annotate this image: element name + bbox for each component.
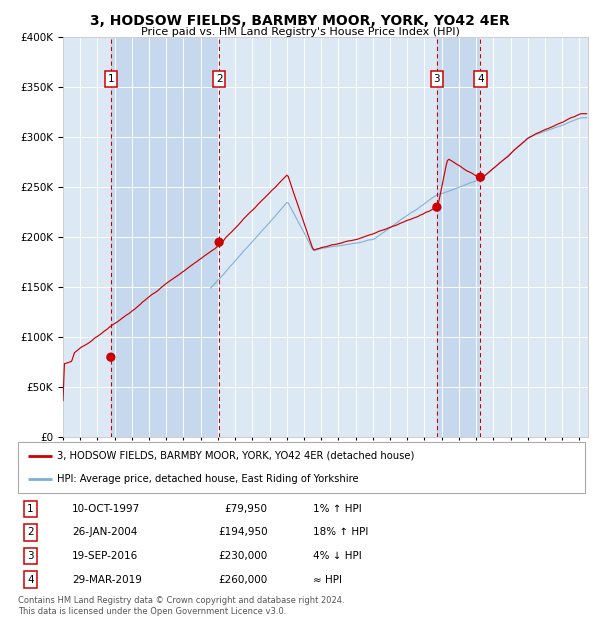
Bar <box>437 37 481 437</box>
Text: 4: 4 <box>27 575 34 585</box>
Point <box>214 237 224 247</box>
Bar <box>63 37 111 437</box>
Text: 4: 4 <box>477 74 484 84</box>
Point <box>432 202 442 212</box>
Text: 2: 2 <box>216 74 223 84</box>
Text: 10-OCT-1997: 10-OCT-1997 <box>72 504 140 514</box>
Text: 1: 1 <box>27 504 34 514</box>
Text: 1: 1 <box>107 74 114 84</box>
Text: Contains HM Land Registry data © Crown copyright and database right 2024.
This d: Contains HM Land Registry data © Crown c… <box>18 596 344 616</box>
Point <box>106 352 116 362</box>
Text: £230,000: £230,000 <box>218 551 268 561</box>
Text: 3, HODSOW FIELDS, BARMBY MOOR, YORK, YO42 4ER (detached house): 3, HODSOW FIELDS, BARMBY MOOR, YORK, YO4… <box>56 451 414 461</box>
Bar <box>111 37 219 437</box>
Text: 18% ↑ HPI: 18% ↑ HPI <box>313 528 368 538</box>
Bar <box>481 37 588 437</box>
Text: Price paid vs. HM Land Registry's House Price Index (HPI): Price paid vs. HM Land Registry's House … <box>140 27 460 37</box>
Text: £260,000: £260,000 <box>218 575 268 585</box>
Text: £79,950: £79,950 <box>224 504 268 514</box>
Text: 3: 3 <box>434 74 440 84</box>
Text: 2: 2 <box>27 528 34 538</box>
Bar <box>219 37 437 437</box>
Text: 4% ↓ HPI: 4% ↓ HPI <box>313 551 362 561</box>
Text: HPI: Average price, detached house, East Riding of Yorkshire: HPI: Average price, detached house, East… <box>56 474 358 484</box>
Point <box>476 172 485 182</box>
Text: 19-SEP-2016: 19-SEP-2016 <box>72 551 138 561</box>
Text: ≈ HPI: ≈ HPI <box>313 575 342 585</box>
Text: £194,950: £194,950 <box>218 528 268 538</box>
Text: 29-MAR-2019: 29-MAR-2019 <box>72 575 142 585</box>
Text: 3: 3 <box>27 551 34 561</box>
Text: 3, HODSOW FIELDS, BARMBY MOOR, YORK, YO42 4ER: 3, HODSOW FIELDS, BARMBY MOOR, YORK, YO4… <box>90 14 510 28</box>
Text: 26-JAN-2004: 26-JAN-2004 <box>72 528 137 538</box>
Text: 1% ↑ HPI: 1% ↑ HPI <box>313 504 362 514</box>
